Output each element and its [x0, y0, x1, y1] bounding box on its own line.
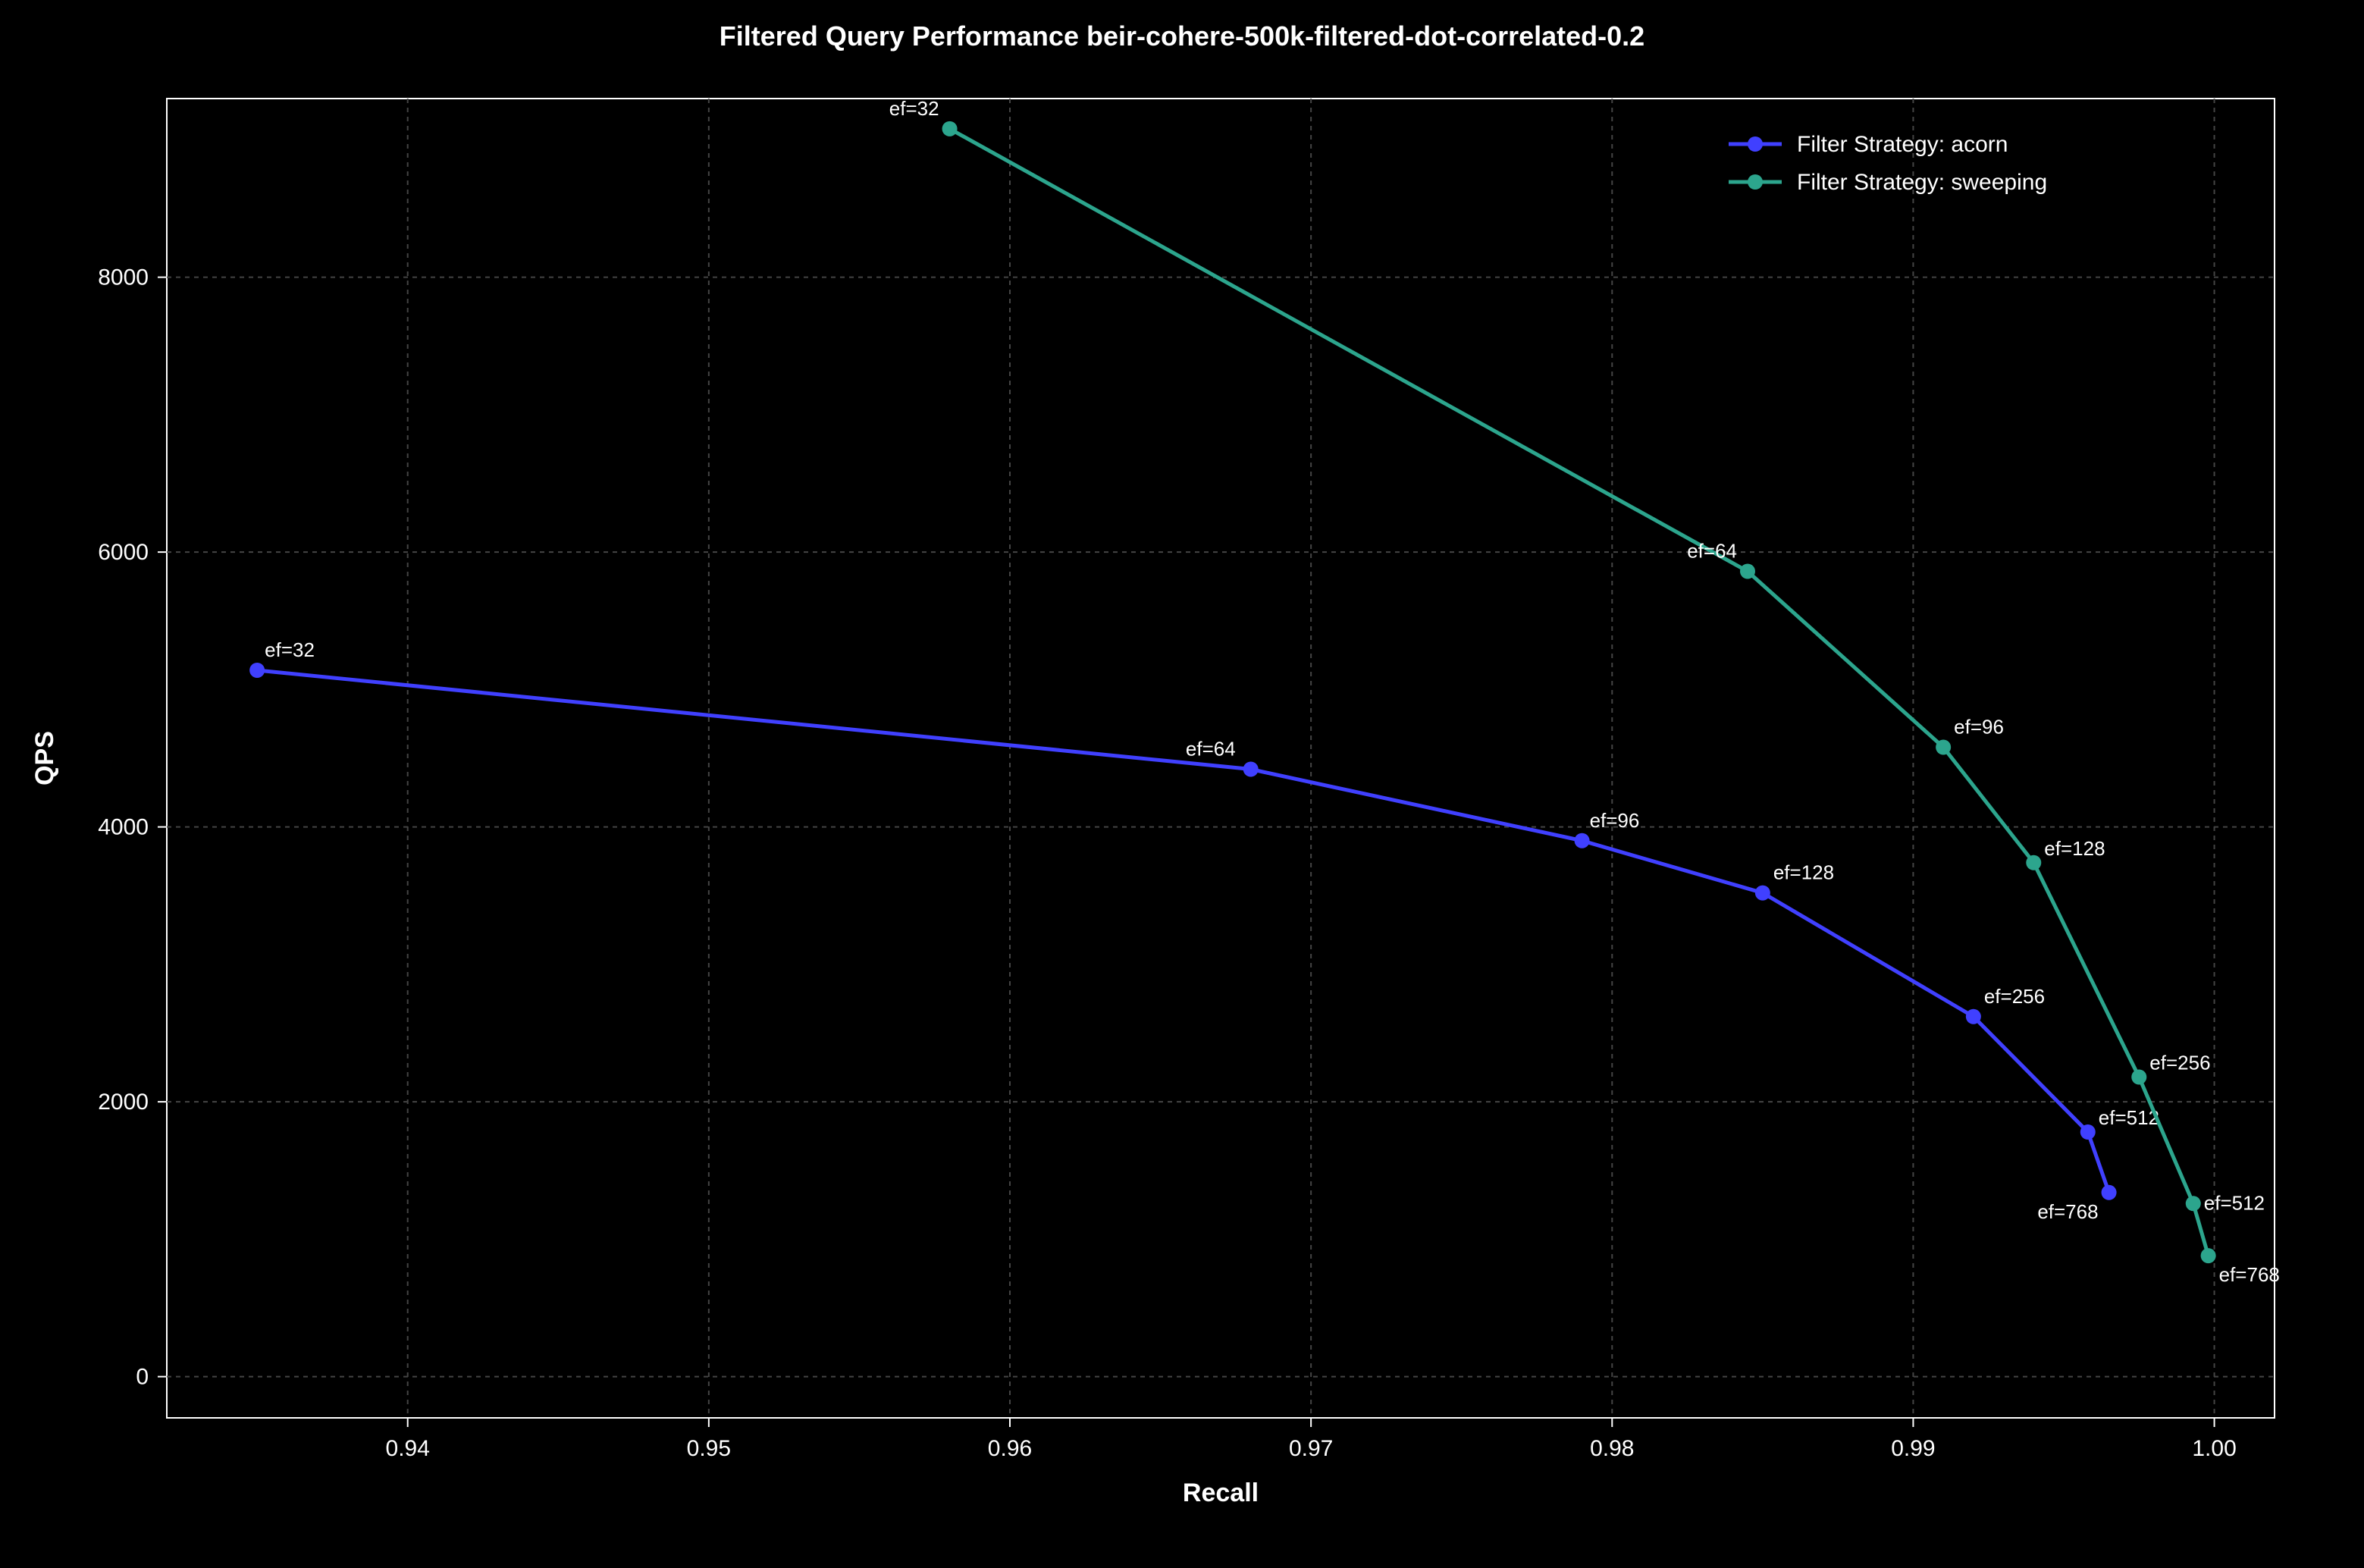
- legend-label: Filter Strategy: acorn: [1797, 132, 2008, 157]
- x-tick-label: 0.97: [1289, 1436, 1333, 1461]
- data-point: [1936, 740, 1951, 755]
- point-label: ef=32: [889, 97, 939, 120]
- point-label: ef=768: [2219, 1263, 2280, 1286]
- data-point: [1575, 833, 1590, 848]
- chart-title: Filtered Query Performance beir-cohere-5…: [720, 20, 1644, 52]
- data-point: [2080, 1124, 2096, 1140]
- point-label: ef=96: [1954, 716, 2004, 739]
- point-label: ef=32: [265, 638, 315, 661]
- x-tick-label: 1.00: [2192, 1436, 2236, 1461]
- data-point: [1966, 1009, 1981, 1024]
- x-tick-label: 0.99: [1891, 1436, 1935, 1461]
- chart-container: 0.94 0.95 0.96 0.97 0.98 0.99 1.00 0 2000 4000 600…: [0, 0, 2364, 1568]
- data-point: [1243, 762, 1259, 777]
- x-axis-label: Recall: [1183, 1479, 1259, 1507]
- point-label: ef=512: [2099, 1106, 2159, 1129]
- data-point: [1740, 564, 1755, 579]
- data-point: [249, 663, 265, 678]
- data-point: [1755, 886, 1770, 901]
- data-point: [2026, 855, 2041, 870]
- x-tick-label: 0.95: [687, 1436, 731, 1461]
- point-label: ef=128: [1773, 861, 1834, 884]
- point-label: ef=256: [1984, 985, 2045, 1008]
- x-tick-label: 0.94: [386, 1436, 430, 1461]
- y-axis-label: QPS: [30, 731, 59, 786]
- point-label: ef=256: [2149, 1052, 2210, 1074]
- data-point: [942, 121, 958, 136]
- point-label: ef=96: [1590, 809, 1640, 832]
- point-label: ef=64: [1186, 738, 1236, 760]
- y-tick-label: 2000: [98, 1090, 149, 1115]
- chart-svg: 0.94 0.95 0.96 0.97 0.98 0.99 1.00 0 2000 4000 600…: [0, 0, 2364, 1568]
- x-tick-label: 0.96: [988, 1436, 1032, 1461]
- data-point: [2201, 1248, 2216, 1263]
- data-point: [2186, 1196, 2201, 1211]
- data-point: [2131, 1070, 2146, 1085]
- y-tick-label: 4000: [98, 815, 149, 840]
- point-label: ef=512: [2204, 1191, 2265, 1214]
- legend-swatch-marker: [1748, 136, 1763, 152]
- y-tick-label: 8000: [98, 265, 149, 290]
- data-point: [2102, 1185, 2117, 1200]
- point-label: ef=64: [1687, 540, 1737, 563]
- point-label: ef=128: [2044, 837, 2105, 860]
- x-tick-label: 0.98: [1590, 1436, 1634, 1461]
- legend-label: Filter Strategy: sweeping: [1797, 170, 2047, 195]
- legend-swatch-marker: [1748, 174, 1763, 190]
- y-tick-label: 0: [136, 1365, 149, 1390]
- point-label: ef=768: [2037, 1200, 2098, 1223]
- y-tick-label: 6000: [98, 540, 149, 565]
